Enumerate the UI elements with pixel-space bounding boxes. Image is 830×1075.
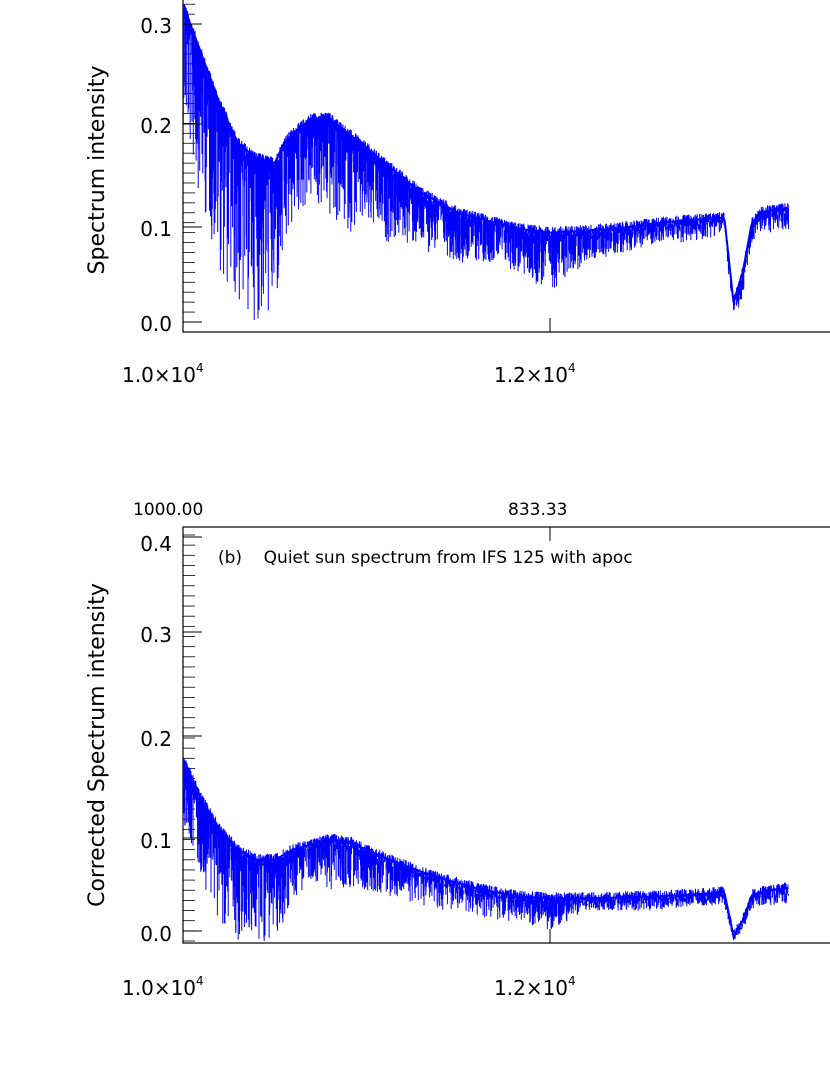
top-tick-label-b-1: 833.33	[508, 500, 567, 520]
spectrum-line-b	[183, 757, 789, 941]
y-tick-label-b-2: 0.2	[140, 727, 172, 751]
plot-area-a: 0.0 0.1 0.2 0.3 1.0×104 1.2×104	[122, 0, 830, 387]
panel-b: 1000.00 833.33 Corrected Spectrum intens…	[85, 500, 830, 1000]
y-ticks-a: 0.0 0.1 0.2 0.3	[140, 14, 202, 336]
y-minor-ticks-b	[183, 534, 195, 942]
x-tick-label-b-1: 1.2×104	[494, 974, 576, 1000]
top-tick-label-b-0: 1000.00	[133, 500, 203, 520]
plot-area-b: 0.0 0.1 0.2 0.3 0.4 1.0×104 1.2×104 (b) …	[122, 526, 830, 1000]
y-tick-label-b-1: 0.1	[140, 829, 172, 853]
y-tick-label-a-1: 0.1	[140, 217, 172, 241]
x-tick-label-a-0: 1.0×104	[122, 361, 204, 387]
y-axis-label-a: Spectrum intensity	[85, 66, 110, 275]
x-tick-label-a-1: 1.2×104	[494, 361, 576, 387]
y-axis-label-b: Corrected Spectrum intensity	[85, 583, 110, 907]
series-a	[183, 2, 789, 320]
y-tick-label-b-3: 0.3	[140, 623, 172, 647]
y-tick-label-a-3: 0.3	[140, 14, 172, 38]
y-ticks-b: 0.0 0.1 0.2 0.3 0.4	[140, 532, 202, 946]
panel-a: Spectrum intensity 0.0 0.1 0.2 0.3 1.0×1…	[85, 0, 830, 387]
plot-frame-b	[182, 526, 830, 944]
panel-annotation-b: (b) Quiet sun spectrum from IFS 125 with…	[218, 548, 633, 568]
x-ticks-b: 1.0×104 1.2×104	[122, 527, 576, 1000]
spectrum-envelope-b	[183, 757, 789, 939]
y-tick-label-b-4: 0.4	[140, 532, 172, 556]
y-tick-label-a-0: 0.0	[140, 312, 172, 336]
x-tick-label-b-0: 1.0×104	[122, 974, 204, 1000]
x-ticks-a: 1.0×104 1.2×104	[122, 318, 576, 387]
series-b	[183, 757, 789, 941]
y-tick-label-a-2: 0.2	[140, 114, 172, 138]
spectrum-envelope-a	[183, 3, 789, 303]
spectrum-line-a	[183, 2, 789, 320]
y-tick-label-b-0: 0.0	[140, 922, 172, 946]
